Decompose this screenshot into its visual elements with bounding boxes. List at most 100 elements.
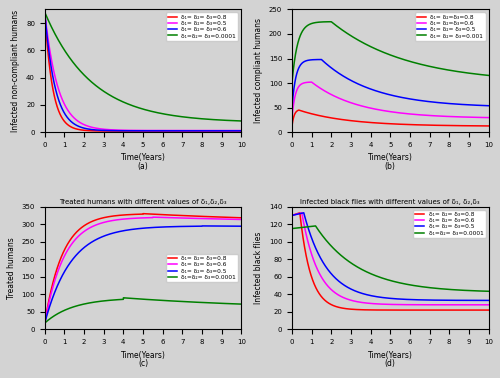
Line: δ₁= δ₂=δ₃=0.8: δ₁= δ₂=δ₃=0.8 bbox=[292, 110, 488, 126]
Line: δ₁=δ₂= δ₃=0.0001: δ₁=δ₂= δ₃=0.0001 bbox=[292, 226, 488, 291]
δ₁= δ₂= δ₃=0.001 bbox=[384, 52, 390, 56]
Line: δ₁= δ₂=δ₃=0.6: δ₁= δ₂=δ₃=0.6 bbox=[292, 82, 488, 118]
δ₁= δ₂= δ₃=0.001 bbox=[380, 50, 386, 54]
δ₁=δ₂= δ₃=0.0001 bbox=[132, 296, 138, 301]
δ₁= δ₂= δ₃=0.5 bbox=[232, 128, 238, 133]
δ₁=δ₂= δ₃=0.0001 bbox=[480, 289, 486, 293]
δ₁= δ₂=δ₃=0.6 bbox=[380, 108, 386, 113]
δ₁= δ₂= δ₃=0.6 bbox=[289, 213, 295, 218]
Title: Infected black flies with different values of δ₁, δ₂,δ₃: Infected black flies with different valu… bbox=[300, 199, 480, 205]
δ₁= δ₂= δ₃=0.5 bbox=[132, 227, 138, 231]
δ₁= δ₂= δ₃=0.8 bbox=[486, 308, 492, 312]
δ₁= δ₂= δ₃=0.8 bbox=[238, 129, 244, 133]
δ₁= δ₂= δ₃=0.8 bbox=[196, 214, 202, 218]
δ₁= δ₂=δ₃=0.6 bbox=[480, 115, 486, 120]
δ₁= δ₂= δ₃=0.5 bbox=[52, 290, 58, 294]
δ₁= δ₂= δ₃=0.8 bbox=[132, 129, 138, 133]
Legend: δ₁= δ₂=δ₃=0.8, δ₁= δ₂=δ₃=0.6, δ₁= δ₂= δ₃=0.5, δ₁= δ₂= δ₃=0.001: δ₁= δ₂=δ₃=0.8, δ₁= δ₂=δ₃=0.6, δ₁= δ₂= δ₃… bbox=[414, 12, 486, 41]
δ₁= δ₂= δ₃=0.6 bbox=[150, 215, 156, 219]
δ₁= δ₂= δ₃=0.8 bbox=[132, 212, 138, 217]
δ₁= δ₂= δ₃=0.6 bbox=[232, 129, 238, 133]
δ₁= δ₂= δ₃=0.5 bbox=[238, 128, 244, 133]
X-axis label: Time(Years): Time(Years) bbox=[368, 153, 412, 163]
δ₁= δ₂= δ₃=0.5 bbox=[42, 321, 48, 325]
δ₁= δ₂= δ₃=0.6 bbox=[138, 216, 143, 220]
δ₁=δ₂= δ₃=0.0001 bbox=[132, 104, 138, 109]
δ₁= δ₂= δ₃=0.5 bbox=[480, 103, 486, 108]
δ₁= δ₂= δ₃=0.5 bbox=[196, 128, 202, 133]
δ₁= δ₂= δ₃=0.6 bbox=[232, 217, 238, 222]
δ₁= δ₂= δ₃=0.8 bbox=[138, 212, 143, 217]
δ₁= δ₂= δ₃=0.5 bbox=[300, 211, 306, 215]
δ₁= δ₂= δ₃=0.6 bbox=[42, 10, 48, 14]
δ₁= δ₂= δ₃=0.6 bbox=[298, 211, 304, 215]
Y-axis label: Infected black flies: Infected black flies bbox=[254, 232, 263, 304]
δ₁= δ₂= δ₃=0.5 bbox=[232, 224, 238, 228]
δ₁= δ₂= δ₃=0.8 bbox=[140, 211, 146, 216]
δ₁= δ₂= δ₃=0.5 bbox=[289, 213, 295, 218]
δ₁=δ₂= δ₃=0.0001 bbox=[380, 276, 386, 280]
δ₁= δ₂= δ₃=0.8 bbox=[232, 129, 238, 133]
δ₁= δ₂= δ₃=0.8 bbox=[52, 96, 58, 100]
δ₁= δ₂= δ₃=0.6 bbox=[132, 216, 138, 220]
Text: (d): (d) bbox=[385, 359, 396, 368]
δ₁= δ₂= δ₃=0.6 bbox=[196, 129, 202, 133]
δ₁= δ₂= δ₃=0.001 bbox=[480, 73, 486, 77]
δ₁=δ₂= δ₃=0.0001 bbox=[480, 289, 486, 293]
δ₁=δ₂= δ₃=0.0001 bbox=[312, 224, 318, 228]
δ₁= δ₂= δ₃=0.5 bbox=[380, 295, 386, 300]
Line: δ₁= δ₂= δ₃=0.8: δ₁= δ₂= δ₃=0.8 bbox=[44, 12, 242, 131]
δ₁= δ₂= δ₃=0.8 bbox=[196, 129, 202, 133]
δ₁=δ₂= δ₃=0.0001 bbox=[232, 118, 238, 123]
δ₁=δ₂= δ₃=0.0001 bbox=[299, 225, 305, 230]
δ₁= δ₂= δ₃=0.5 bbox=[486, 298, 492, 303]
Text: (a): (a) bbox=[138, 162, 148, 171]
δ₁= δ₂=δ₃=0.8 bbox=[480, 124, 486, 128]
δ₁= δ₂=δ₃=0.8 bbox=[296, 108, 302, 112]
Line: δ₁= δ₂= δ₃=0.001: δ₁= δ₂= δ₃=0.001 bbox=[292, 22, 488, 83]
Text: (c): (c) bbox=[138, 359, 148, 368]
δ₁= δ₂= δ₃=0.5 bbox=[199, 224, 205, 228]
δ₁= δ₂= δ₃=0.6 bbox=[444, 302, 450, 307]
δ₁= δ₂= δ₃=0.5 bbox=[480, 298, 486, 303]
X-axis label: Time(Years): Time(Years) bbox=[120, 351, 166, 359]
δ₁= δ₂= δ₃=0.5 bbox=[238, 224, 244, 228]
Line: δ₁= δ₂= δ₃=0.5: δ₁= δ₂= δ₃=0.5 bbox=[292, 59, 488, 108]
δ₁= δ₂= δ₃=0.6 bbox=[480, 302, 486, 307]
δ₁= δ₂= δ₃=0.5 bbox=[384, 296, 390, 301]
δ₁= δ₂=δ₃=0.8 bbox=[444, 123, 450, 128]
Y-axis label: Infected compliant humans: Infected compliant humans bbox=[254, 18, 263, 123]
δ₁= δ₂= δ₃=0.8 bbox=[42, 321, 48, 325]
Line: δ₁= δ₂= δ₃=0.6: δ₁= δ₂= δ₃=0.6 bbox=[44, 12, 242, 131]
δ₁=δ₂= δ₃=0.0001 bbox=[444, 287, 450, 291]
Legend: δ₁= δ₂= δ₃=0.8, δ₁= δ₂= δ₃=0.6, δ₁= δ₂= δ₃=0.5, δ₁=δ₂= δ₃=0.0001: δ₁= δ₂= δ₃=0.8, δ₁= δ₂= δ₃=0.6, δ₁= δ₂= … bbox=[413, 209, 486, 238]
X-axis label: Time(Years): Time(Years) bbox=[120, 153, 166, 163]
δ₁= δ₂= δ₃=0.5 bbox=[486, 104, 492, 108]
δ₁= δ₂= δ₃=0.6 bbox=[238, 217, 244, 222]
δ₁= δ₂=δ₃=0.6 bbox=[289, 116, 295, 121]
δ₁= δ₂= δ₃=0.8 bbox=[138, 129, 143, 133]
Line: δ₁=δ₂= δ₃=0.0001: δ₁=δ₂= δ₃=0.0001 bbox=[44, 12, 242, 121]
δ₁=δ₂= δ₃=0.0001 bbox=[232, 118, 238, 123]
δ₁= δ₂= δ₃=0.5 bbox=[299, 61, 305, 65]
δ₁= δ₂= δ₃=0.5 bbox=[380, 91, 386, 95]
δ₁= δ₂= δ₃=0.5 bbox=[299, 211, 305, 215]
δ₁=δ₂= δ₃=0.0001 bbox=[289, 226, 295, 231]
δ₁= δ₂= δ₃=0.6 bbox=[384, 302, 390, 307]
δ₁= δ₂=δ₃=0.6 bbox=[384, 109, 390, 113]
δ₁= δ₂= δ₃=0.001 bbox=[299, 30, 305, 34]
Legend: δ₁= δ₂= δ₃=0.8, δ₁= δ₂= δ₃=0.5, δ₁= δ₂= δ₃=0.6, δ₁=δ₂= δ₃=0.0001: δ₁= δ₂= δ₃=0.8, δ₁= δ₂= δ₃=0.5, δ₁= δ₂= … bbox=[166, 12, 238, 41]
δ₁=δ₂= δ₃=0.0001 bbox=[42, 10, 48, 14]
δ₁= δ₂=δ₃=0.8 bbox=[380, 121, 386, 125]
δ₁= δ₂= δ₃=0.8 bbox=[299, 229, 305, 233]
δ₁= δ₂= δ₃=0.6 bbox=[52, 84, 58, 88]
δ₁=δ₂= δ₃=0.0001 bbox=[196, 116, 202, 121]
δ₁= δ₂= δ₃=0.8 bbox=[480, 308, 486, 312]
δ₁= δ₂= δ₃=0.5 bbox=[132, 128, 138, 133]
δ₁= δ₂=δ₃=0.8 bbox=[289, 124, 295, 129]
δ₁=δ₂= δ₃=0.0001 bbox=[232, 302, 238, 306]
X-axis label: Time(Years): Time(Years) bbox=[368, 351, 412, 359]
δ₁= δ₂=δ₃=0.6 bbox=[486, 115, 492, 120]
δ₁= δ₂= δ₃=0.6 bbox=[299, 212, 305, 217]
Text: (b): (b) bbox=[385, 162, 396, 171]
